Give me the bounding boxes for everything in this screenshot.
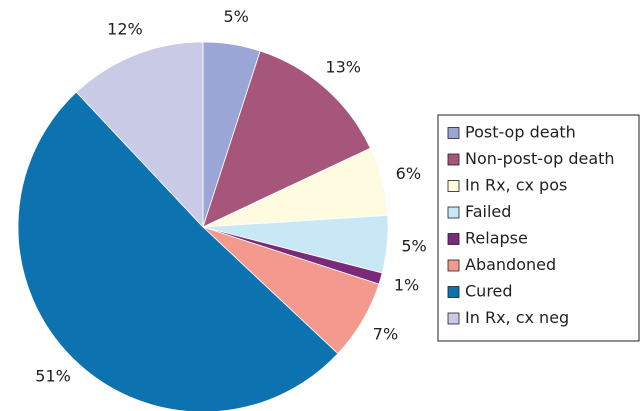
legend-label: Non-post-op death bbox=[465, 149, 615, 168]
legend-swatch bbox=[447, 312, 460, 325]
legend-swatch bbox=[447, 259, 460, 272]
data-label: 5% bbox=[401, 236, 426, 255]
legend-label: Relapse bbox=[465, 229, 528, 248]
legend-swatch bbox=[447, 180, 460, 192]
legend-label: Abandoned bbox=[465, 255, 556, 274]
pie-slice bbox=[202, 50, 371, 228]
legend-label: In Rx, cx pos bbox=[465, 176, 567, 195]
data-label: 51% bbox=[35, 366, 71, 385]
legend-label: In Rx, cx neg bbox=[465, 308, 569, 327]
legend-swatch bbox=[447, 286, 460, 298]
legend-swatch bbox=[447, 127, 460, 139]
data-label: 7% bbox=[373, 324, 398, 343]
pie-slice bbox=[75, 41, 204, 229]
data-label: 12% bbox=[107, 19, 143, 38]
legend-box bbox=[437, 114, 640, 342]
data-label: 6% bbox=[396, 164, 421, 183]
legend-label: Cured bbox=[465, 282, 513, 301]
data-label: 13% bbox=[325, 57, 361, 76]
legend-swatch bbox=[447, 206, 460, 219]
pie-slice bbox=[17, 91, 339, 411]
data-label: 5% bbox=[223, 7, 248, 26]
legend-label: Post-op death bbox=[465, 123, 576, 142]
data-label: 1% bbox=[394, 276, 419, 295]
legend-swatch bbox=[447, 233, 460, 245]
legend-swatch bbox=[447, 153, 460, 166]
legend-label: Failed bbox=[465, 202, 511, 221]
